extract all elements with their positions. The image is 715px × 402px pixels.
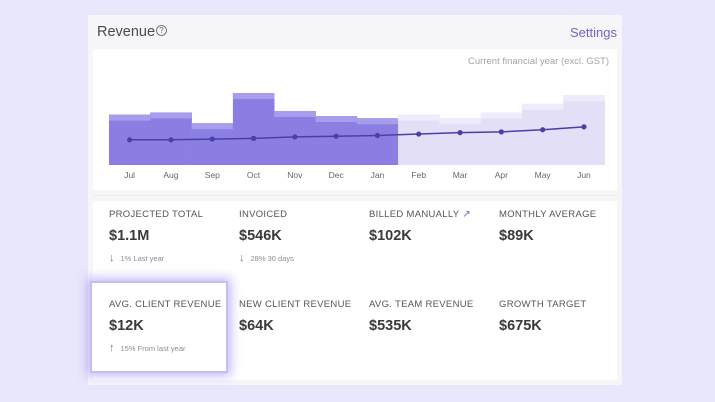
trend-point-nov	[292, 134, 298, 140]
stat-label: AVG. TEAM REVENUE	[369, 299, 474, 310]
external-link-icon[interactable]: ↗	[462, 209, 472, 220]
bar-cap-oct	[232, 93, 275, 99]
bar-dec	[315, 116, 358, 165]
x-tick-label: Sep	[205, 170, 220, 180]
stat-value: $12K	[109, 318, 144, 334]
stat-billed-manually[interactable]: BILLED MANUALLY ↗ $102K	[369, 209, 489, 297]
divider	[93, 195, 617, 196]
bar-feb	[398, 114, 440, 165]
bar-cap-jan	[356, 118, 399, 125]
stat-delta-text: 28% 30 days	[250, 253, 294, 263]
stat-avg-team-revenue[interactable]: AVG. TEAM REVENUE $535K	[369, 299, 489, 387]
stat-value: $675K	[499, 318, 542, 334]
trend-point-oct	[250, 135, 257, 141]
stat-value: $89K	[499, 228, 534, 244]
bar-mar	[439, 118, 481, 165]
x-tick-label: Jul	[124, 170, 135, 180]
bar-jun	[563, 95, 605, 165]
x-tick-label: Apr	[495, 170, 508, 180]
x-tick-label: Jun	[577, 170, 591, 180]
stat-value: $1.1M	[109, 228, 150, 244]
trend-line	[129, 126, 585, 141]
stat-invoiced[interactable]: INVOICED $546K ↓ 28% 30 days	[239, 209, 359, 297]
trend-point-mar	[457, 130, 463, 136]
stat-value: $102K	[369, 228, 412, 244]
stat-label: PROJECTED TOTAL	[109, 209, 204, 220]
stat-new-client-revenue[interactable]: NEW CLIENT REVENUE $64K	[239, 299, 359, 387]
stat-avg-client-revenue[interactable]: AVG. CLIENT REVENUE $12K ↑ 15% From last…	[90, 281, 228, 373]
trend-point-jun	[581, 124, 587, 130]
stat-label: BILLED MANUALLY ↗	[369, 209, 471, 220]
x-tick-label: Oct	[247, 170, 261, 180]
stat-growth-target[interactable]: GROWTH TARGET $675K	[499, 299, 619, 387]
stat-delta-text: 15% From last year	[120, 343, 186, 353]
bar-cap-feb	[398, 114, 440, 121]
trend-point-jan	[374, 132, 381, 139]
stat-avg-client-revenue-content: AVG. CLIENT REVENUE $12K ↑ 15% From last…	[109, 299, 229, 387]
chart-canvas: Jul Aug Sep Oct Nov Dec Jan Feb Mar Apr May Jun	[109, 93, 605, 180]
trend-point-apr	[498, 129, 504, 135]
trend-point-feb	[416, 131, 422, 137]
stat-delta: ↓ 28% 30 days	[239, 252, 294, 264]
card-header: Revenue ? Settings	[88, 15, 622, 49]
bar-sep	[191, 123, 234, 165]
stat-label: MONTHLY AVERAGE	[499, 209, 597, 220]
x-tick-label: Jan	[371, 170, 385, 180]
x-tick-label: Nov	[287, 170, 303, 180]
stat-label-text: BILLED MANUALLY	[369, 209, 460, 220]
bar-cap-nov	[274, 111, 316, 117]
x-tick-label: Feb	[411, 170, 426, 180]
bar-oct	[232, 93, 275, 165]
stat-label: NEW CLIENT REVENUE	[239, 299, 352, 310]
bar-cap-jul	[109, 114, 151, 121]
stat-monthly-average[interactable]: MONTHLY AVERAGE $89K	[499, 209, 619, 297]
trend-point-aug	[168, 137, 174, 143]
trend-point-sep	[209, 136, 215, 142]
bar-cap-mar	[439, 118, 481, 125]
stat-label: AVG. CLIENT REVENUE	[109, 299, 222, 310]
help-circle-icon[interactable]: ?	[156, 25, 167, 36]
x-tick-label: Aug	[163, 170, 178, 180]
stat-label: INVOICED	[239, 209, 288, 220]
bar-may	[522, 103, 564, 165]
bar-cap-dec	[315, 116, 358, 123]
bar-jan	[356, 118, 399, 165]
stat-delta-text: 1% Last year	[120, 253, 165, 263]
bar-cap-apr	[480, 112, 523, 119]
bar-apr	[480, 112, 523, 165]
trend-point-may	[540, 127, 546, 133]
arrow-up-icon: ↑	[109, 342, 115, 354]
trend-point-dec	[333, 133, 339, 139]
chart-caption: Current financial year (excl. GST)	[468, 56, 609, 67]
stat-value: $546K	[239, 228, 282, 244]
stat-value: $64K	[239, 318, 274, 334]
bar-cap-jun	[563, 95, 605, 102]
arrow-down-icon: ↓	[239, 252, 245, 264]
x-tick-label: Mar	[453, 170, 468, 180]
x-tick-label: Dec	[329, 170, 345, 180]
stat-projected-total[interactable]: PROJECTED TOTAL $1.1M ↓ 1% Last year	[109, 209, 229, 297]
x-tick-label: May	[535, 170, 552, 180]
stat-label: GROWTH TARGET	[499, 299, 587, 310]
arrow-down-icon: ↓	[109, 252, 115, 264]
stat-delta: ↓ 1% Last year	[109, 252, 165, 264]
bar-cap-may	[522, 103, 564, 110]
bar-cap-aug	[150, 112, 192, 119]
trend-point-jul	[127, 137, 133, 143]
card-title: Revenue	[97, 24, 156, 40]
settings-link[interactable]: Settings	[570, 25, 617, 40]
stat-delta: ↑ 15% From last year	[109, 342, 186, 354]
stat-value: $535K	[369, 318, 412, 334]
bar-cap-sep	[191, 123, 234, 130]
revenue-chart: Current financial year (excl. GST) Jul Au…	[93, 49, 617, 190]
